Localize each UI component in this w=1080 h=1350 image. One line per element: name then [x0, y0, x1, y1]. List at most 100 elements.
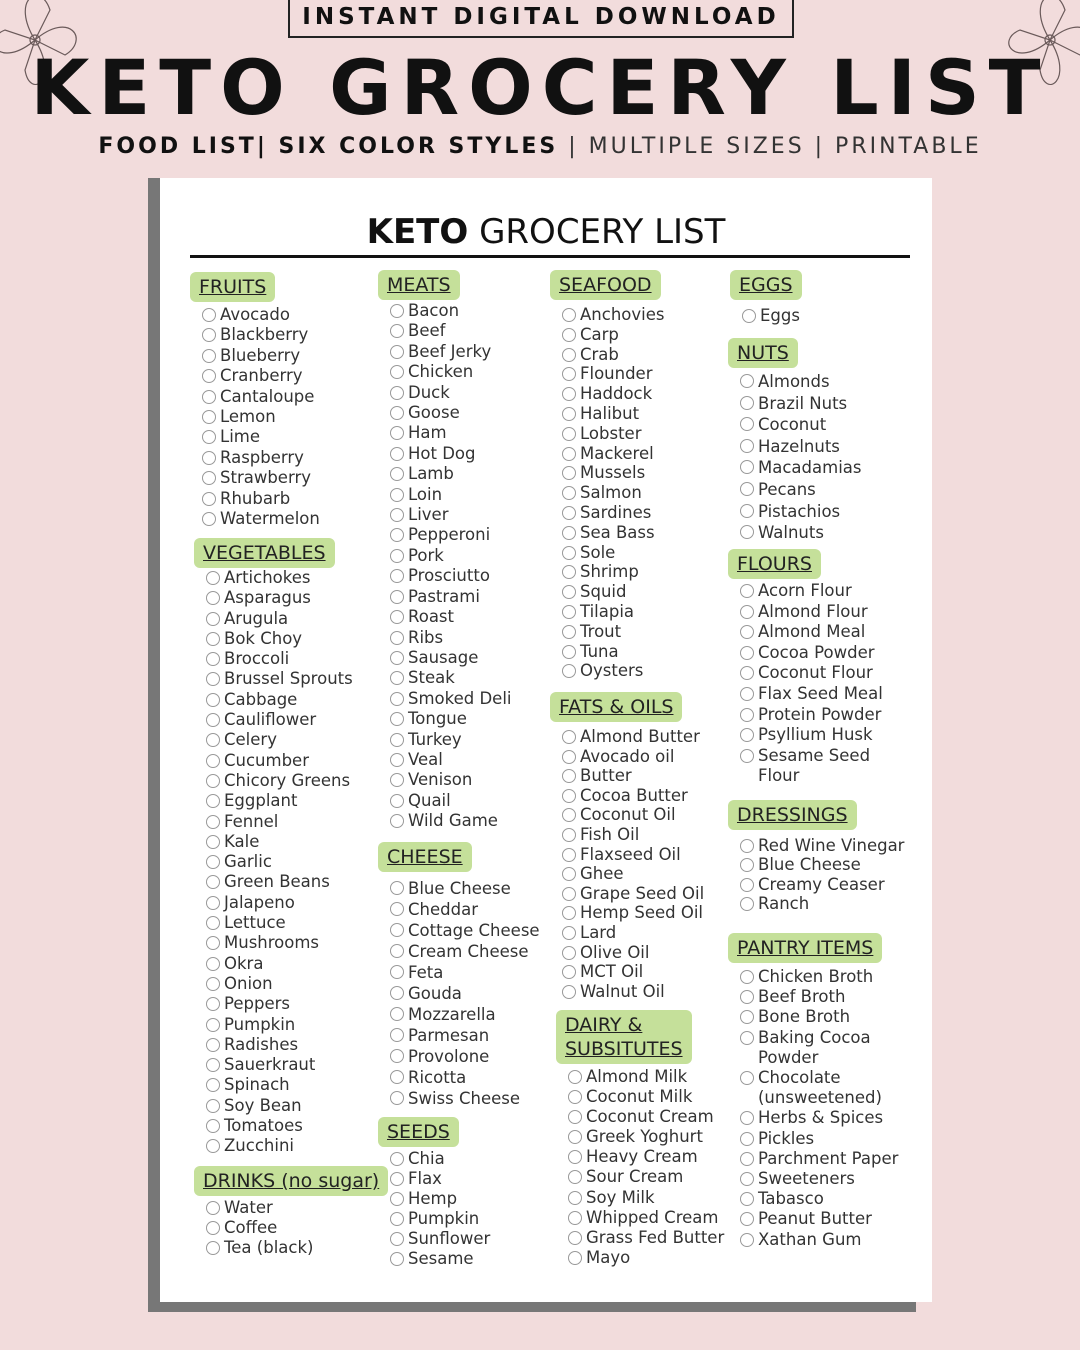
list-item[interactable]: Veal — [390, 750, 512, 770]
checkbox-circle-icon[interactable] — [740, 645, 754, 660]
checkbox-circle-icon[interactable] — [562, 945, 576, 960]
checkbox-circle-icon[interactable] — [202, 308, 216, 322]
checkbox-circle-icon[interactable] — [206, 672, 220, 687]
checkbox-circle-icon[interactable] — [740, 728, 754, 743]
list-item[interactable]: Crab — [562, 345, 664, 365]
checkbox-circle-icon[interactable] — [206, 855, 220, 870]
list-item[interactable]: Shrimp — [562, 562, 664, 582]
checkbox-circle-icon[interactable] — [390, 1007, 404, 1021]
checkbox-circle-icon[interactable] — [568, 1130, 582, 1145]
checkbox-circle-icon[interactable] — [562, 664, 576, 679]
list-item[interactable]: Bacon — [390, 301, 512, 321]
checkbox-circle-icon[interactable] — [390, 793, 404, 808]
checkbox-circle-icon[interactable] — [740, 970, 754, 984]
list-item[interactable]: Loin — [390, 485, 512, 505]
list-item[interactable]: Almond Flour — [740, 602, 883, 623]
checkbox-circle-icon[interactable] — [568, 1090, 582, 1105]
list-item[interactable]: Anchovies — [562, 305, 664, 325]
checkbox-circle-icon[interactable] — [740, 438, 754, 453]
checkbox-circle-icon[interactable] — [390, 881, 404, 895]
checkbox-circle-icon[interactable] — [390, 752, 404, 767]
checkbox-circle-icon[interactable] — [740, 839, 754, 853]
list-item[interactable]: Broccoli — [206, 649, 353, 669]
list-item[interactable]: Feta — [390, 962, 540, 983]
list-item[interactable]: Tabasco — [740, 1189, 898, 1209]
list-item[interactable]: Salmon — [562, 483, 664, 503]
list-item[interactable]: Cheddar — [390, 899, 540, 920]
list-item[interactable]: Chocolate (unsweetened) — [740, 1068, 898, 1108]
checkbox-circle-icon[interactable] — [740, 1111, 754, 1126]
checkbox-circle-icon[interactable] — [740, 1071, 754, 1086]
list-item[interactable]: Coconut — [740, 414, 861, 436]
list-item[interactable]: Squid — [562, 582, 664, 602]
list-item[interactable]: Okra — [206, 954, 353, 974]
checkbox-circle-icon[interactable] — [390, 1091, 404, 1105]
checkbox-circle-icon[interactable] — [740, 990, 754, 1005]
list-item[interactable]: Raspberry — [202, 448, 320, 468]
checkbox-circle-icon[interactable] — [562, 565, 576, 580]
list-item[interactable]: Mushrooms — [206, 933, 353, 953]
list-item[interactable]: Flax — [390, 1169, 490, 1189]
list-item[interactable]: Flaxseed Oil — [562, 845, 704, 865]
list-item[interactable]: Cabbage — [206, 690, 353, 710]
list-item[interactable]: Soy Milk — [568, 1188, 724, 1208]
checkbox-circle-icon[interactable] — [740, 1030, 754, 1045]
checkbox-circle-icon[interactable] — [206, 571, 220, 585]
checkbox-circle-icon[interactable] — [390, 650, 404, 665]
list-item[interactable]: Xathan Gum — [740, 1230, 898, 1250]
checkbox-circle-icon[interactable] — [562, 749, 576, 764]
list-item[interactable]: Whipped Cream — [568, 1208, 724, 1228]
list-item[interactable]: Wild Game — [390, 811, 512, 831]
list-item[interactable]: Pumpkin — [390, 1209, 490, 1229]
list-item[interactable]: Cranberry — [202, 366, 320, 386]
checkbox-circle-icon[interactable] — [740, 1232, 754, 1247]
list-item[interactable]: Peanut Butter — [740, 1209, 898, 1229]
list-item[interactable]: Oysters — [562, 661, 664, 681]
list-item[interactable]: MCT Oil — [562, 962, 704, 982]
checkbox-circle-icon[interactable] — [206, 1241, 220, 1255]
checkbox-circle-icon[interactable] — [562, 965, 576, 980]
checkbox-circle-icon[interactable] — [562, 505, 576, 520]
checkbox-circle-icon[interactable] — [390, 426, 404, 441]
list-item[interactable]: Carp — [562, 325, 664, 345]
list-item[interactable]: Ribs — [390, 628, 512, 648]
list-item[interactable]: Olive Oil — [562, 943, 704, 963]
list-item[interactable]: Butter — [562, 766, 704, 786]
list-item[interactable]: Green Beans — [206, 872, 353, 892]
list-item[interactable]: Lobster — [562, 424, 664, 444]
list-item[interactable]: Red Wine Vinegar — [740, 836, 904, 855]
list-item[interactable]: Grass Fed Butter — [568, 1228, 724, 1248]
list-item[interactable]: Lime — [202, 427, 320, 447]
checkbox-circle-icon[interactable] — [202, 410, 216, 425]
list-item[interactable]: Watermelon — [202, 509, 320, 529]
checkbox-circle-icon[interactable] — [562, 426, 576, 441]
list-item[interactable]: Gouda — [390, 983, 540, 1004]
checkbox-circle-icon[interactable] — [740, 1131, 754, 1146]
list-item[interactable]: Pork — [390, 546, 512, 566]
list-item[interactable]: Pickles — [740, 1129, 898, 1149]
list-item[interactable]: Hazelnuts — [740, 436, 861, 458]
checkbox-circle-icon[interactable] — [562, 808, 576, 823]
checkbox-circle-icon[interactable] — [740, 666, 754, 681]
checkbox-circle-icon[interactable] — [740, 625, 754, 640]
checkbox-circle-icon[interactable] — [740, 1192, 754, 1207]
checkbox-circle-icon[interactable] — [740, 525, 754, 540]
checkbox-circle-icon[interactable] — [562, 466, 576, 481]
list-item[interactable]: Hemp Seed Oil — [562, 903, 704, 923]
checkbox-circle-icon[interactable] — [390, 923, 404, 937]
checkbox-circle-icon[interactable] — [390, 1231, 404, 1246]
checkbox-circle-icon[interactable] — [390, 589, 404, 604]
list-item[interactable]: Greek Yoghurt — [568, 1127, 724, 1147]
checkbox-circle-icon[interactable] — [740, 374, 754, 388]
checkbox-circle-icon[interactable] — [740, 897, 754, 912]
checkbox-circle-icon[interactable] — [562, 525, 576, 540]
list-item[interactable]: Beef — [390, 321, 512, 341]
checkbox-circle-icon[interactable] — [740, 503, 754, 518]
list-item[interactable]: Soy Bean — [206, 1096, 353, 1116]
checkbox-circle-icon[interactable] — [740, 417, 754, 432]
list-item[interactable]: Asparagus — [206, 588, 353, 608]
list-item[interactable]: Baking Cocoa Powder — [740, 1028, 898, 1068]
checkbox-circle-icon[interactable] — [390, 986, 404, 1000]
list-item[interactable]: Jalapeno — [206, 893, 353, 913]
checkbox-circle-icon[interactable] — [206, 753, 220, 768]
